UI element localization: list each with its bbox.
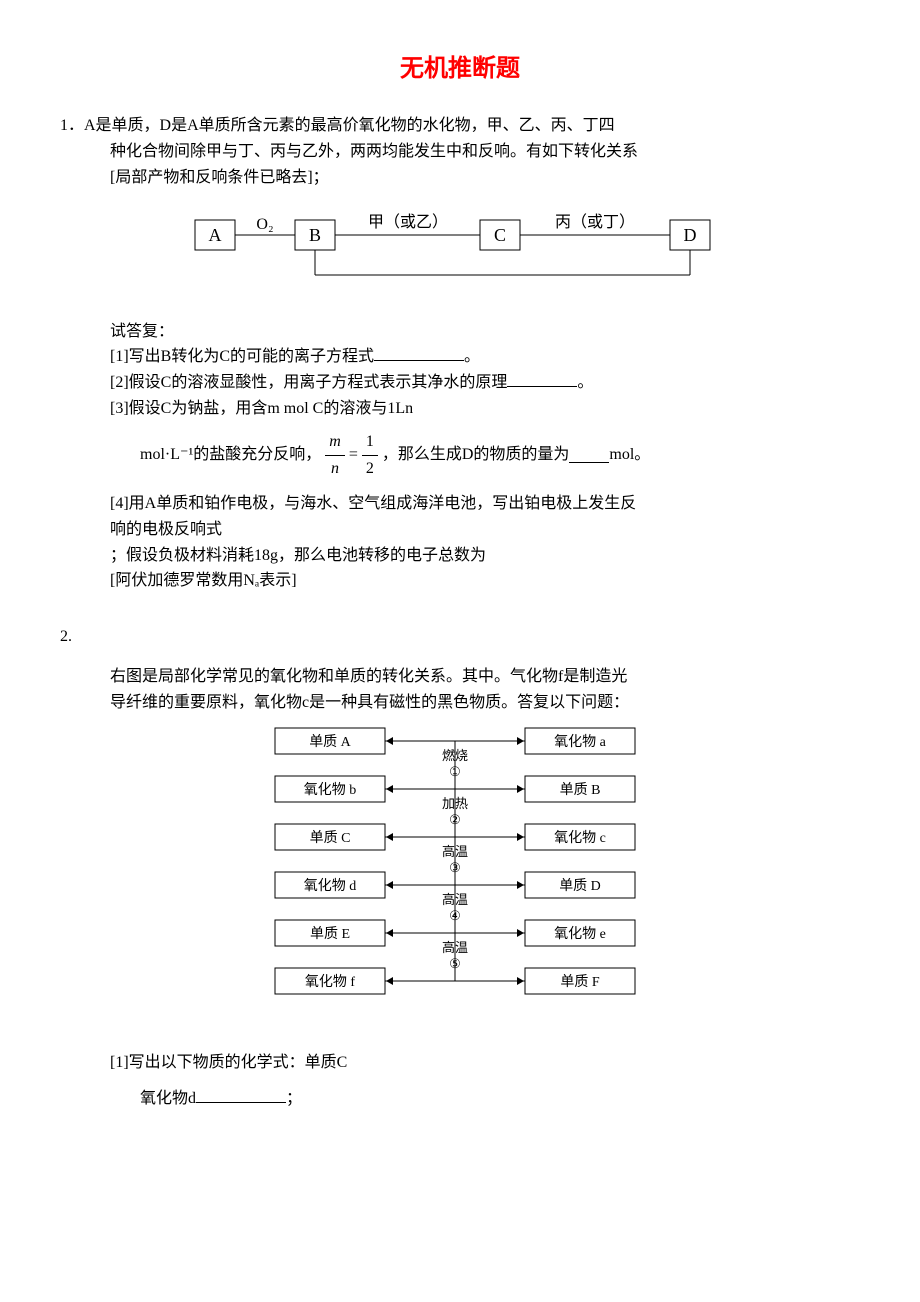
svg-text:B: B <box>309 225 321 245</box>
svg-text:单质 A: 单质 A <box>309 734 351 750</box>
equals: = <box>349 442 358 468</box>
svg-text:单质 D: 单质 D <box>559 878 601 894</box>
q1-sub4-line1: [4]用A单质和铂作电极，与海水、空气组成海洋电池，写出铂电极上发生反 <box>60 491 860 517</box>
formula-mid: ，那么生成D的物质的量为 <box>382 442 570 468</box>
blank <box>507 371 577 387</box>
svg-text:甲（或乙）: 甲（或乙） <box>368 213 448 231</box>
q2-sub1-line2-pre: 氧化物d <box>140 1090 196 1107</box>
q1-sub3: [3]假设C为钠盐，用含m mol C的溶液与1Ln <box>60 396 860 422</box>
q1-sub2-end: 。 <box>577 374 593 391</box>
svg-text:③: ③ <box>449 860 461 875</box>
svg-text:氧化物 a: 氧化物 a <box>554 734 606 750</box>
q1-stem-line1: 1．A是单质，D是A单质所含元素的最高价氧化物的水化物，甲、乙、丙、丁四 <box>60 113 860 139</box>
svg-text:②: ② <box>449 812 461 827</box>
q1-stem-line2: 种化合物间除甲与丁、丙与乙外，两两均能发生中和反响。有如下转化关系 <box>60 139 860 165</box>
svg-text:高温: 高温 <box>442 892 468 907</box>
svg-text:燃烧: 燃烧 <box>442 748 468 763</box>
svg-text:O₂: O₂ <box>256 216 273 233</box>
svg-text:C: C <box>494 225 506 245</box>
q1-sub1-text: [1]写出B转化为C的可能的离子方程式 <box>110 348 374 365</box>
svg-text:高温: 高温 <box>442 844 468 859</box>
q1-sub1: [1]写出B转化为C的可能的离子方程式 。 <box>60 344 860 370</box>
svg-text:氧化物 d: 氧化物 d <box>304 878 357 894</box>
svg-text:⑤: ⑤ <box>449 956 461 971</box>
q1-sub2-text: [2]假设C的溶液显酸性，用离子方程式表示其净水的原理 <box>110 374 507 391</box>
blank <box>196 1087 286 1103</box>
q1-answer-intro: 试答复： <box>60 319 860 345</box>
q1-sub4-line3: ；假设负极材料消耗18g，那么电池转移的电子总数为 <box>60 543 860 569</box>
q2-stem-line2: 导纤维的重要原料，氧化物c是一种具有磁性的黑色物质。答复以下问题： <box>60 690 860 716</box>
svg-text:氧化物 c: 氧化物 c <box>554 830 606 846</box>
blank <box>374 345 464 361</box>
blank <box>569 447 609 463</box>
formula-pre: mol·L⁻¹的盐酸充分反响， <box>140 442 321 468</box>
q1-stem-line3: [局部产物和反响条件已略去]； <box>60 165 860 191</box>
svg-text:单质 E: 单质 E <box>310 926 350 942</box>
q2-num: 2. <box>60 624 860 650</box>
question-1: 1．A是单质，D是A单质所含元素的最高价氧化物的水化物，甲、乙、丙、丁四 种化合… <box>60 113 860 593</box>
svg-text:①: ① <box>449 764 461 779</box>
svg-text:D: D <box>684 225 697 245</box>
svg-text:④: ④ <box>449 908 461 923</box>
q2-diagram: 单质 A 氧化物 a 氧化物 b 单质 B 单质 C 氧化物 c 氧化物 d 单质 D 单质 E… <box>60 720 860 1020</box>
svg-text:单质 C: 单质 C <box>310 830 351 846</box>
q2-sub1-line2-end: ； <box>286 1090 302 1107</box>
svg-text:氧化物 f: 氧化物 f <box>305 974 355 990</box>
svg-text:单质 F: 单质 F <box>560 974 599 990</box>
svg-text:丙（或丁）: 丙（或丁） <box>555 213 635 231</box>
q1-diagram: A O₂ B 甲（或乙） C 丙（或丁） D <box>60 205 860 304</box>
q2-sub1: [1]写出以下物质的化学式：单质C <box>60 1050 860 1076</box>
q2-sub1-line2: 氧化物d ； <box>60 1086 860 1112</box>
svg-text:A: A <box>209 225 222 245</box>
svg-text:单质 B: 单质 B <box>560 782 601 798</box>
fraction-12: 12 <box>362 429 378 481</box>
svg-text:氧化物 b: 氧化物 b <box>304 782 357 798</box>
q1-sub1-end: 。 <box>464 348 480 365</box>
q1-sub4-line4: [阿伏加德罗常数用Nₐ表示] <box>60 568 860 594</box>
question-2: 右图是局部化学常见的氧化物和单质的转化关系。其中。气化物f是制造光 导纤维的重要… <box>60 664 860 1111</box>
formula-end: mol。 <box>609 442 650 468</box>
q1-formula-line: mol·L⁻¹的盐酸充分反响， mn = 12 ，那么生成D的物质的量为 mol。 <box>60 429 860 481</box>
doc-title: 无机推断题 <box>60 50 860 88</box>
svg-text:高温: 高温 <box>442 940 468 955</box>
svg-text:加热: 加热 <box>442 796 468 811</box>
fraction-mn: mn <box>325 429 345 481</box>
q1-sub4-line2: 响的电极反响式 <box>60 517 860 543</box>
svg-text:氧化物 e: 氧化物 e <box>554 926 606 942</box>
q1-sub2: [2]假设C的溶液显酸性，用离子方程式表示其净水的原理 。 <box>60 370 860 396</box>
q2-stem-line1: 右图是局部化学常见的氧化物和单质的转化关系。其中。气化物f是制造光 <box>60 664 860 690</box>
